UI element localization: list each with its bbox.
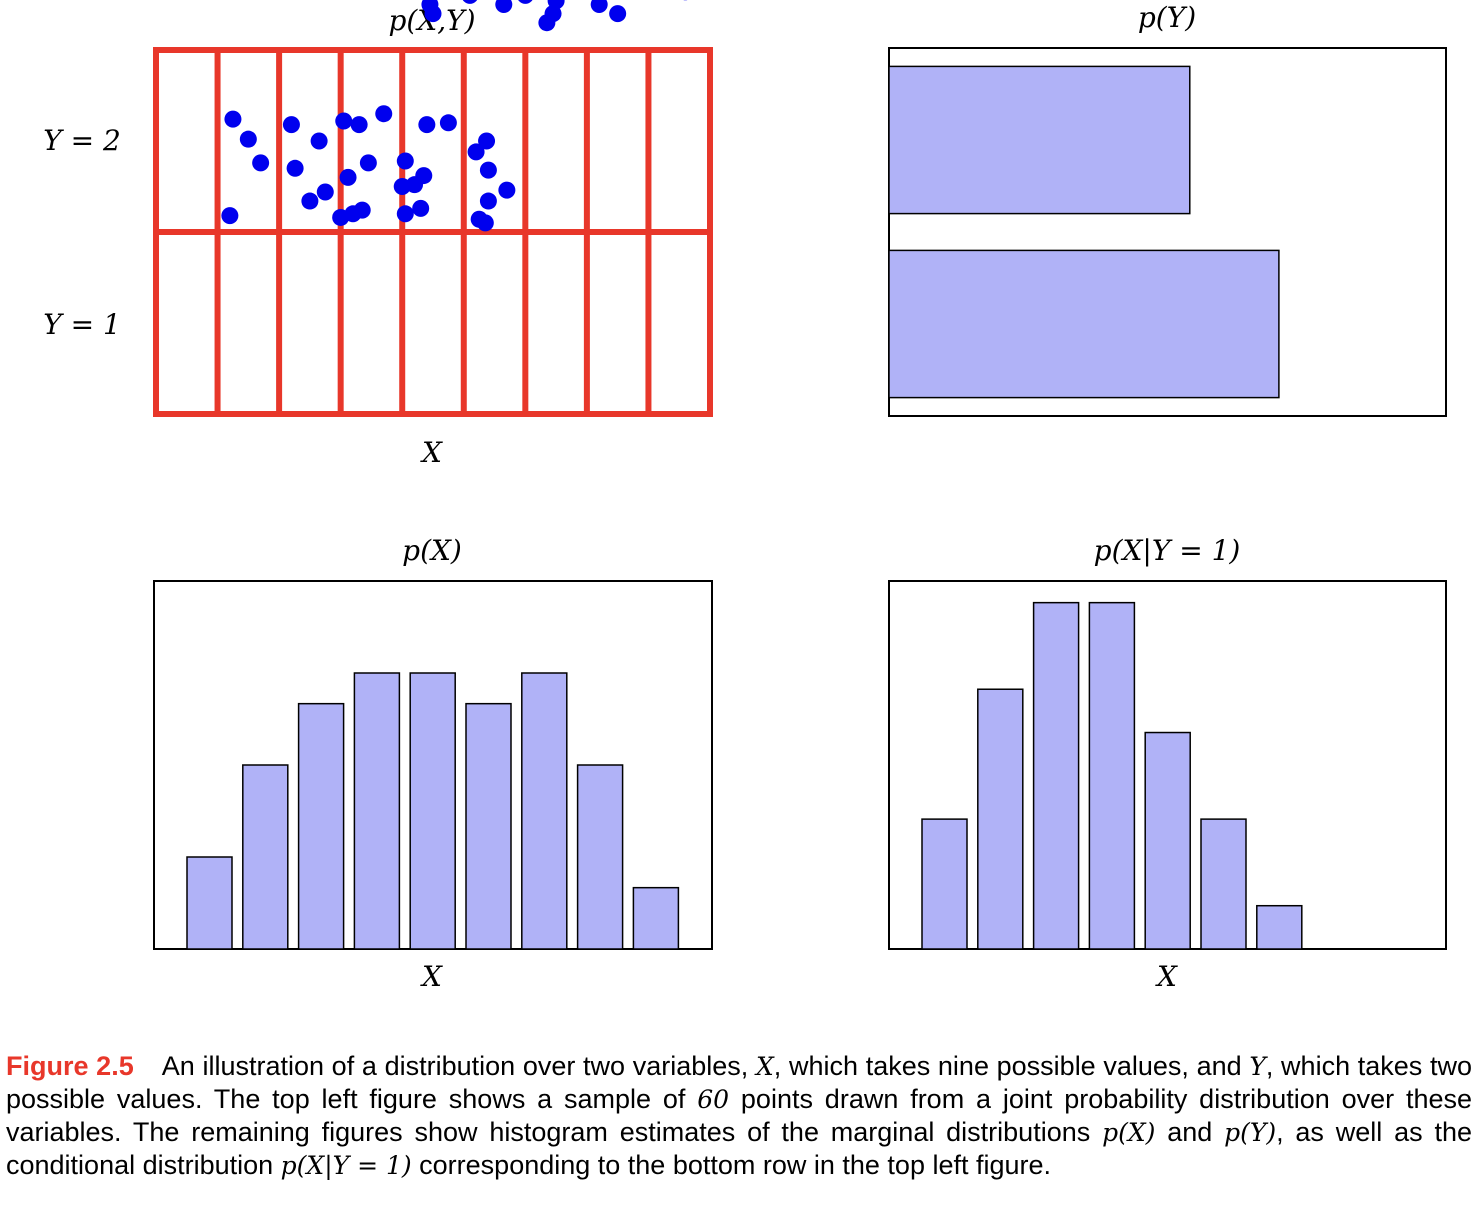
scatter-point <box>609 5 627 23</box>
scatter-point <box>467 143 485 161</box>
scatter-point <box>224 110 242 128</box>
scatter-point <box>462 0 478 4</box>
scatter-point <box>239 130 257 148</box>
caption-math-5: p(Y) <box>1224 1118 1277 1147</box>
pxy-title: p(X|Y = 1) <box>1094 534 1241 567</box>
histogram-bar <box>465 702 512 950</box>
caption-text-1: An illustration of a distribution over t… <box>161 1051 756 1081</box>
row-label-y2: Y = 2 <box>43 124 121 157</box>
caption-text-5: and <box>1155 1117 1225 1147</box>
px-panel: p(X) X <box>153 534 713 993</box>
scatter-point <box>418 116 436 134</box>
scatter-point <box>332 208 350 226</box>
figure-caption: Figure 2.5 An illustration of a distribut… <box>6 1050 1472 1182</box>
px-xlabel: X <box>420 960 443 993</box>
scatter-point <box>412 199 430 217</box>
scatter-point <box>479 161 497 179</box>
histogram-bar <box>297 702 345 950</box>
caption-text-4: points drawn from a joint probability di… <box>6 1084 1473 1147</box>
histogram-bar <box>1200 818 1247 950</box>
scatter-point <box>415 167 433 185</box>
scatter-point <box>498 181 516 199</box>
scatter-point <box>393 178 411 195</box>
caption-math-2: Y <box>1249 1052 1266 1081</box>
histogram-bar <box>1032 601 1080 950</box>
scatter-point <box>495 0 513 13</box>
row-label-y1: Y = 1 <box>43 308 121 341</box>
scatter-point <box>396 205 414 223</box>
histogram-bar <box>632 886 680 950</box>
caption-label: Figure 2.5 <box>6 1051 134 1081</box>
histogram-bar <box>353 672 401 950</box>
histogram-bar <box>1088 601 1136 950</box>
pxy-xlabel: X <box>1155 960 1178 993</box>
figure: p(X,Y) Y = 2 Y = 1 X p(Y) p(X) X p(X|Y =… <box>43 0 1447 993</box>
scatter-point <box>590 0 608 13</box>
caption-math-1: X <box>755 1052 774 1081</box>
scatter-point <box>335 112 353 130</box>
scatter-point <box>375 105 393 123</box>
py-bar <box>888 65 1191 215</box>
px-given-y-panel: p(X|Y = 1) X <box>888 534 1447 993</box>
scatter-point <box>252 154 270 172</box>
caption-math-4: p(X) <box>1102 1118 1156 1147</box>
scatter-point <box>518 0 533 4</box>
py-bars <box>888 65 1280 399</box>
scatter-point <box>547 0 565 10</box>
scatter-point <box>301 192 319 210</box>
histogram-bar <box>921 818 968 950</box>
histogram-bar <box>1144 731 1191 950</box>
px-bars <box>186 672 680 950</box>
scatter-point <box>439 114 457 132</box>
caption-text-7: corresponding to the bottom row in the t… <box>411 1150 1052 1180</box>
scatter-point <box>359 154 377 172</box>
scatter-point <box>282 116 300 134</box>
scatter-point <box>538 14 556 32</box>
scatter-point <box>479 192 497 210</box>
scatter-point <box>350 116 368 134</box>
caption-text-3: , which takes two possible values. The t… <box>6 1051 1473 1114</box>
joint-points <box>221 0 688 232</box>
histogram-bar <box>409 672 456 950</box>
scatter-point <box>316 183 334 201</box>
joint-xlabel: X <box>420 436 443 469</box>
caption-text-6: , as well as the conditional distributio… <box>6 1117 1472 1180</box>
scatter-point <box>478 132 496 150</box>
py-bar <box>888 249 1280 399</box>
scatter-point <box>476 214 494 232</box>
scatter-point <box>421 0 439 13</box>
histogram-bar <box>1256 904 1303 950</box>
scatter-point <box>310 132 328 150</box>
px-title: p(X) <box>402 534 462 567</box>
histogram-bar <box>576 764 624 950</box>
pxy-bars <box>921 601 1303 950</box>
caption-math-3: 60 <box>697 1085 730 1114</box>
histogram-bar <box>977 688 1024 950</box>
scatter-point <box>396 152 414 170</box>
joint-grid <box>153 47 713 417</box>
joint-scatter-panel: p(X,Y) Y = 2 Y = 1 X <box>43 0 713 469</box>
caption-math-6: p(X|Y = 1) <box>280 1151 412 1180</box>
histogram-bar <box>521 672 568 950</box>
histogram-bar <box>242 764 289 950</box>
py-panel: p(Y) <box>888 1 1447 417</box>
histogram-bar <box>186 856 233 950</box>
py-frame <box>888 47 1447 417</box>
scatter-point <box>221 207 239 225</box>
scatter-point <box>339 168 357 186</box>
scatter-point <box>353 201 371 219</box>
scatter-point <box>286 159 304 177</box>
py-title: p(Y) <box>1138 1 1196 34</box>
caption-text-2: , which takes nine possible values, and <box>773 1051 1250 1081</box>
